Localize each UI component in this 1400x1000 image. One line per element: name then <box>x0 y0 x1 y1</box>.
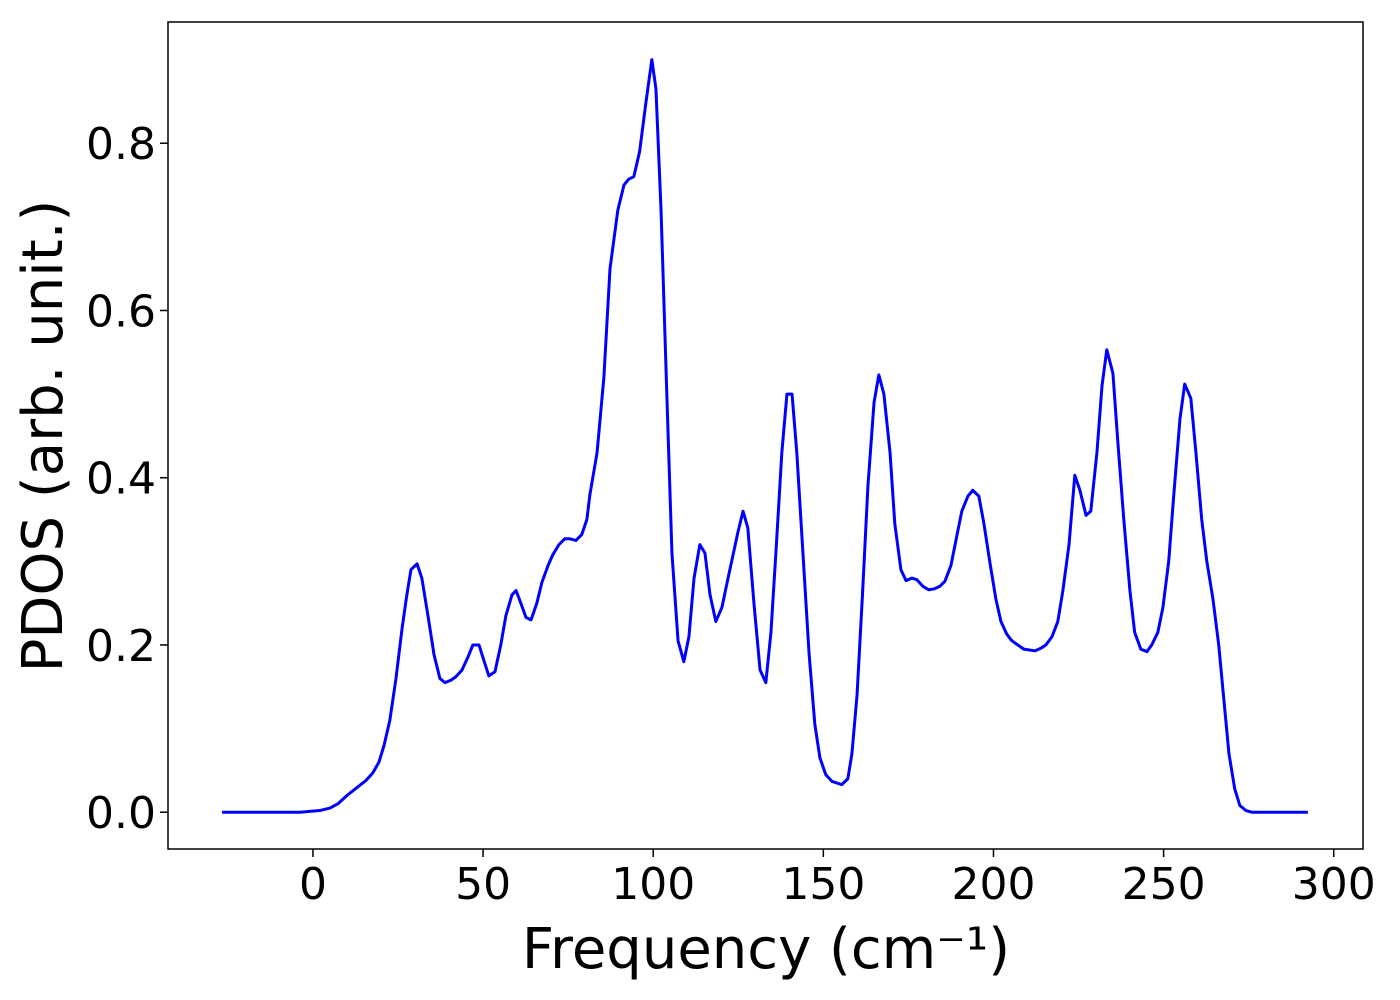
y-tick-label: 0.2 <box>86 621 156 672</box>
x-tick-label: 250 <box>1122 859 1206 910</box>
y-tick-label: 0.6 <box>86 286 156 337</box>
y-tick-label: 0.4 <box>86 454 156 505</box>
x-tick-label: 300 <box>1292 859 1376 910</box>
x-tick-label: 0 <box>299 859 327 910</box>
x-tick-label: 100 <box>611 859 695 910</box>
x-tick-label: 50 <box>455 859 511 910</box>
y-axis-label: PDOS (arb. unit.) <box>11 200 76 673</box>
y-tick-label: 0.0 <box>86 788 156 839</box>
data-line <box>222 58 1308 814</box>
x-axis-label: Frequency (cm⁻¹) <box>522 917 1010 982</box>
x-tick-label: 200 <box>951 859 1035 910</box>
x-tick-label: 150 <box>781 859 865 910</box>
plot-frame <box>167 21 1364 850</box>
y-tick-label: 0.8 <box>86 119 156 170</box>
